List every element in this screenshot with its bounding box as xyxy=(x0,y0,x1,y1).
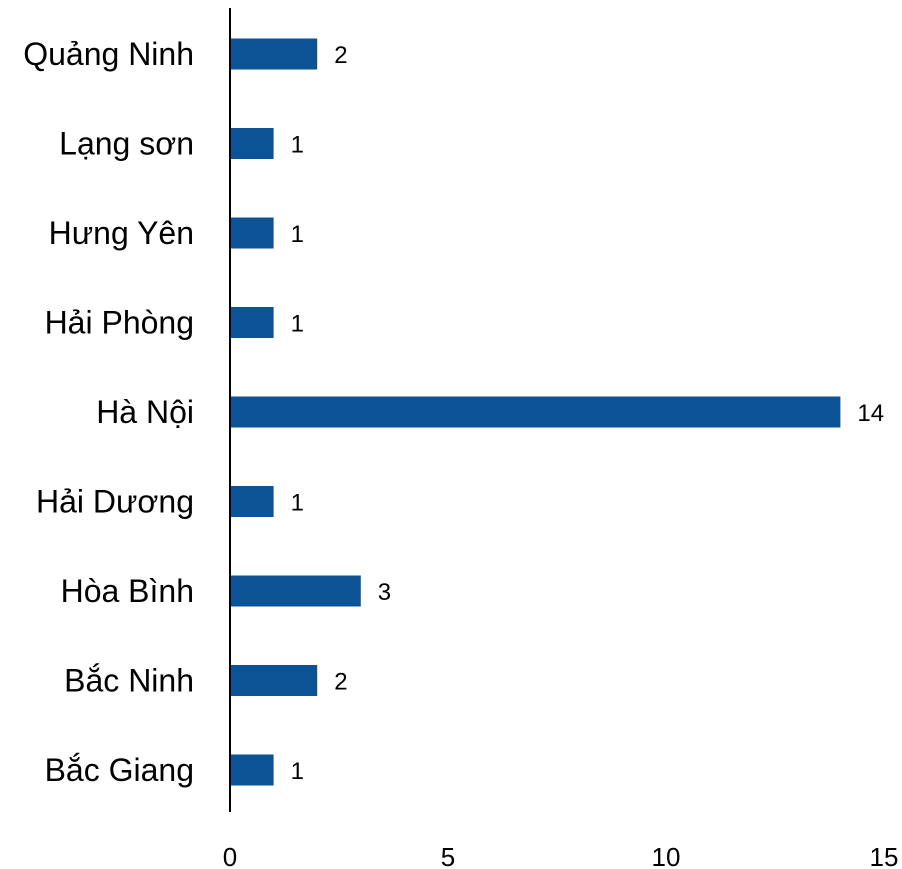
data-label: 14 xyxy=(857,400,884,427)
data-label: 3 xyxy=(378,579,391,606)
data-label: 1 xyxy=(291,311,304,338)
x-tick-label: 0 xyxy=(223,842,237,869)
bar xyxy=(230,217,274,249)
data-label: 2 xyxy=(334,669,347,696)
data-label: 1 xyxy=(291,490,304,517)
category-label: Hà Nội xyxy=(96,394,194,430)
bar-series xyxy=(230,38,841,786)
bar xyxy=(230,396,841,428)
category-label: Lạng sơn xyxy=(59,126,194,162)
category-label: Hải Phòng xyxy=(45,305,194,341)
bar xyxy=(230,575,361,607)
x-tick-label: 10 xyxy=(652,842,681,869)
category-label: Quảng Ninh xyxy=(23,36,194,72)
bar xyxy=(230,38,318,70)
category-label: Bắc Giang xyxy=(45,752,194,788)
category-label: Bắc Ninh xyxy=(64,663,194,699)
data-label: 1 xyxy=(291,758,304,785)
x-axis-ticks: 0 5 10 15 xyxy=(223,842,899,869)
bar xyxy=(230,665,318,696)
category-label: Hòa Bình xyxy=(61,573,194,609)
bar xyxy=(230,307,274,338)
x-tick-label: 15 xyxy=(870,842,899,869)
bar xyxy=(230,754,274,786)
data-label: 1 xyxy=(291,132,304,159)
category-label: Hưng Yên xyxy=(49,215,194,251)
category-label: Hải Dương xyxy=(36,484,194,520)
data-label: 2 xyxy=(334,42,347,69)
category-labels: Quảng Ninh Lạng sơn Hưng Yên Hải Phòng Hà Nộ… xyxy=(23,36,194,788)
x-tick-label: 5 xyxy=(441,842,455,869)
bar xyxy=(230,128,274,159)
value-labels: 2 1 1 1 14 1 3 2 1 xyxy=(291,42,885,785)
data-label: 1 xyxy=(291,221,304,248)
bar xyxy=(230,486,274,517)
